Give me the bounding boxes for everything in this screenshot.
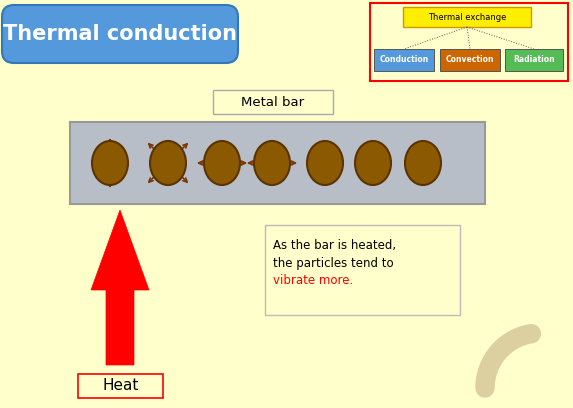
FancyBboxPatch shape xyxy=(2,5,238,63)
Text: vibrate more.: vibrate more. xyxy=(273,275,353,288)
Text: Thermal conduction: Thermal conduction xyxy=(3,24,237,44)
Ellipse shape xyxy=(405,141,441,185)
Text: Conduction: Conduction xyxy=(379,55,429,64)
FancyBboxPatch shape xyxy=(78,374,163,398)
Polygon shape xyxy=(91,210,149,365)
Text: Heat: Heat xyxy=(103,379,139,393)
FancyBboxPatch shape xyxy=(505,49,563,71)
FancyBboxPatch shape xyxy=(403,7,531,27)
Text: Metal bar: Metal bar xyxy=(241,95,305,109)
Text: Convection: Convection xyxy=(446,55,494,64)
Ellipse shape xyxy=(150,141,186,185)
Text: the particles tend to: the particles tend to xyxy=(273,257,394,270)
FancyBboxPatch shape xyxy=(440,49,500,71)
Ellipse shape xyxy=(204,141,240,185)
Ellipse shape xyxy=(355,141,391,185)
FancyBboxPatch shape xyxy=(374,49,434,71)
FancyBboxPatch shape xyxy=(265,225,460,315)
Ellipse shape xyxy=(92,141,128,185)
Text: As the bar is heated,: As the bar is heated, xyxy=(273,239,396,251)
Text: Thermal exchange: Thermal exchange xyxy=(428,13,506,22)
Ellipse shape xyxy=(254,141,290,185)
Text: Radiation: Radiation xyxy=(513,55,555,64)
Ellipse shape xyxy=(307,141,343,185)
FancyBboxPatch shape xyxy=(370,3,568,81)
FancyBboxPatch shape xyxy=(70,122,485,204)
FancyBboxPatch shape xyxy=(213,90,333,114)
